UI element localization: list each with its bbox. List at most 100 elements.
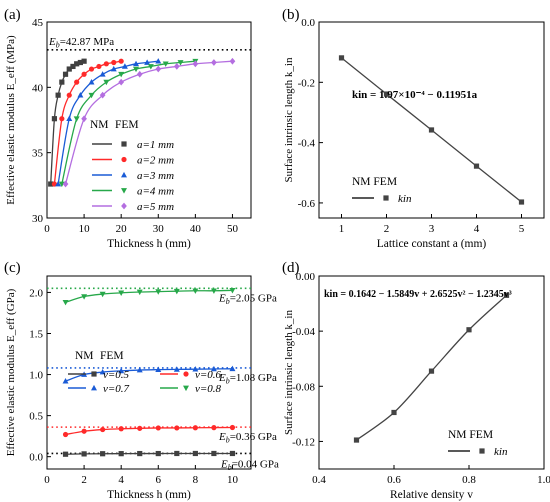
legend-marker xyxy=(91,371,97,377)
data-point xyxy=(155,65,162,73)
data-point xyxy=(136,366,143,373)
data-point xyxy=(88,78,95,85)
y-tick-label: 0.0 xyxy=(301,17,315,29)
y-tick-label: -0.4 xyxy=(298,138,316,150)
legend-marker xyxy=(383,195,389,201)
data-point xyxy=(111,59,117,66)
data-point xyxy=(81,294,88,300)
data-point xyxy=(118,426,124,432)
data-point xyxy=(173,63,180,70)
x-tick-label: 6 xyxy=(156,474,162,486)
x-tick-label: 2 xyxy=(384,223,390,235)
legend-marker xyxy=(121,141,127,147)
legend-label: a=4 mm xyxy=(137,186,174,198)
data-point xyxy=(192,450,198,457)
data-point xyxy=(66,92,72,98)
data-point xyxy=(55,92,61,98)
plot-frame xyxy=(318,21,545,219)
legend-label: a=2 mm xyxy=(137,155,174,167)
plot-frame xyxy=(46,275,252,470)
legend-marker xyxy=(183,371,189,377)
data-point xyxy=(211,425,217,431)
data-point xyxy=(59,116,65,122)
data-point xyxy=(73,116,80,122)
data-point xyxy=(155,425,161,431)
data-point xyxy=(99,291,106,298)
data-point xyxy=(99,71,106,77)
x-tick-label: 5 xyxy=(519,223,525,235)
data-point xyxy=(77,59,83,66)
data-point xyxy=(428,127,435,133)
data-point xyxy=(99,91,106,99)
data-point xyxy=(121,63,128,69)
y-tick-label: -0.12 xyxy=(292,436,315,448)
data-point xyxy=(229,57,236,65)
y-axis-label: Surface intrinsic length k_in xyxy=(283,310,295,435)
x-tick-label: 40 xyxy=(190,223,202,235)
data-point xyxy=(211,59,217,66)
data-point xyxy=(210,288,217,294)
x-tick-label: 3 xyxy=(429,223,435,235)
panel-letter: (a) xyxy=(4,7,21,23)
x-tick-label: 0.4 xyxy=(312,474,326,486)
data-point xyxy=(118,71,125,78)
data-point xyxy=(103,61,109,67)
data-point xyxy=(55,180,62,187)
y-tick-label: -0.2 xyxy=(298,77,315,89)
data-point xyxy=(137,425,143,431)
data-point xyxy=(338,55,345,61)
data-point xyxy=(66,115,73,122)
legend-header-nm: NM xyxy=(75,350,94,362)
series-line xyxy=(53,60,122,185)
x-tick-label: 20 xyxy=(116,223,128,235)
y-axis-label: Effective elastic modulus E_eff (GPa) xyxy=(5,288,17,456)
data-point xyxy=(77,92,84,98)
x-tick-label: 50 xyxy=(227,223,239,235)
y-tick-label: 1.5 xyxy=(29,328,43,340)
data-point xyxy=(62,299,69,306)
fit-equation: kin = 1.97×10⁻⁴ − 0.11951a xyxy=(352,89,478,101)
data-point xyxy=(74,61,80,67)
data-point xyxy=(391,409,397,416)
data-point xyxy=(192,366,199,372)
data-point xyxy=(118,451,124,457)
x-tick-label: 0.8 xyxy=(462,474,476,486)
legend-label: kin xyxy=(494,446,508,458)
data-point xyxy=(81,428,87,434)
data-point xyxy=(229,288,236,294)
data-point xyxy=(173,288,180,295)
data-point xyxy=(192,288,199,294)
legend-label: v=0.7 xyxy=(103,383,130,395)
series-line xyxy=(57,60,159,185)
legend-label: a=3 mm xyxy=(137,170,174,182)
data-point xyxy=(118,78,125,86)
x-tick-label: 8 xyxy=(193,474,199,486)
data-series xyxy=(48,55,525,457)
fit-equation: kin = 0.1642 − 1.5849v + 2.6525v² − 1.23… xyxy=(324,289,512,300)
legend-label: a=1 mm xyxy=(137,139,174,151)
panel-letter: (b) xyxy=(282,7,300,23)
data-point xyxy=(118,58,124,64)
data-point xyxy=(518,199,525,205)
data-point xyxy=(136,289,143,296)
legend-label: v=0.6 xyxy=(195,369,222,381)
data-point xyxy=(99,368,106,375)
data-point xyxy=(155,58,162,64)
x-tick-label: 30 xyxy=(153,223,165,235)
legend-marker xyxy=(121,202,127,210)
series-line xyxy=(65,289,233,303)
data-point xyxy=(48,181,54,187)
x-tick-label: 10 xyxy=(79,223,91,235)
legend-marker xyxy=(121,156,127,163)
data-point xyxy=(62,431,69,438)
legend-header-nm: NM xyxy=(90,119,109,131)
data-point xyxy=(229,424,236,431)
y-tick-label: 0.00 xyxy=(296,271,316,283)
data-point xyxy=(66,66,72,72)
data-point xyxy=(192,60,199,68)
data-point xyxy=(81,451,87,457)
data-point xyxy=(59,79,65,85)
data-point xyxy=(88,66,95,72)
x-tick-label: 4 xyxy=(118,474,124,486)
